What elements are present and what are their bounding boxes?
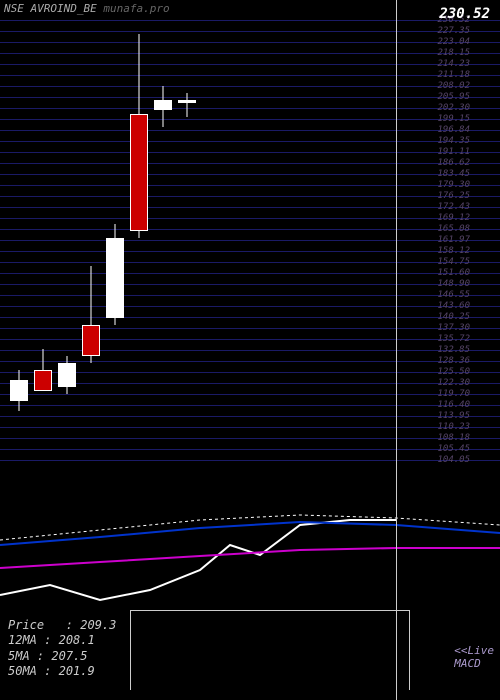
candle (106, 20, 124, 460)
scale-label: 154.75 (437, 257, 470, 267)
candlestick-chart: 230.52227.35223.04218.15214.23211.18208.… (0, 20, 500, 460)
candle (82, 20, 100, 460)
scale-label: 161.97 (437, 235, 470, 245)
candle (130, 20, 148, 460)
scale-label: 148.90 (437, 279, 470, 289)
scale-label: 208.02 (437, 81, 470, 91)
scale-label: 104.05 (437, 455, 470, 465)
scale-label: 128.36 (437, 356, 470, 366)
ma12-row: 12MA : 208.1 (8, 633, 116, 649)
candle (10, 20, 28, 460)
scale-label: 151.60 (437, 268, 470, 278)
grid-hline (0, 460, 500, 461)
scale-label: 132.85 (437, 345, 470, 355)
scale-label: 202.30 (437, 103, 470, 113)
chart-header: NSE AVROIND_BE munafa.pro (4, 2, 170, 15)
legend-macd: MACD (454, 657, 494, 670)
scale-label: 119.70 (437, 389, 470, 399)
macd-frame (130, 610, 410, 690)
ma5-row: 5MA : 207.5 (8, 649, 116, 665)
scale-label: 110.23 (437, 422, 470, 432)
indicator-price (0, 520, 396, 600)
info-box: Price : 209.3 12MA : 208.1 5MA : 207.5 5… (8, 618, 116, 680)
scale-label: 125.50 (437, 367, 470, 377)
source-label: munafa.pro (103, 2, 169, 15)
scale-label: 183.45 (437, 169, 470, 179)
candle (178, 20, 196, 460)
scale-label: 214.23 (437, 59, 470, 69)
legend-right: <<Live MACD (454, 644, 494, 670)
candle (34, 20, 52, 460)
legend-live: <<Live (454, 644, 494, 657)
candle (154, 20, 172, 460)
scale-label: 158.12 (437, 246, 470, 256)
scale-label: 179.30 (437, 180, 470, 190)
scale-label: 143.60 (437, 301, 470, 311)
cursor-vertical-line (396, 0, 397, 700)
scale-label: 122.30 (437, 378, 470, 388)
scale-label: 113.95 (437, 411, 470, 421)
scale-label: 116.40 (437, 400, 470, 410)
scale-label: 227.35 (437, 26, 470, 36)
scale-label: 194.35 (437, 136, 470, 146)
scale-label: 105.45 (437, 444, 470, 454)
ma50-row: 50MA : 201.9 (8, 664, 116, 680)
scale-label: 172.43 (437, 202, 470, 212)
scale-label: 165.08 (437, 224, 470, 234)
scale-label: 108.18 (437, 433, 470, 443)
scale-label: 191.11 (437, 147, 470, 157)
scale-label: 169.12 (437, 213, 470, 223)
price-row: Price : 209.3 (8, 618, 116, 634)
indicator-ma50 (0, 548, 500, 568)
indicator-ema-fast (0, 515, 500, 540)
scale-label: 146.55 (437, 290, 470, 300)
scale-label: 211.18 (437, 70, 470, 80)
scale-label: 218.15 (437, 48, 470, 58)
candle (58, 20, 76, 460)
scale-label: 140.25 (437, 312, 470, 322)
scale-label: 176.25 (437, 191, 470, 201)
top-price-label: 230.52 (439, 6, 490, 22)
scale-label: 199.15 (437, 114, 470, 124)
scale-label: 223.04 (437, 37, 470, 47)
scale-label: 135.72 (437, 334, 470, 344)
scale-label: 186.62 (437, 158, 470, 168)
scale-label: 196.84 (437, 125, 470, 135)
ticker-label: NSE AVROIND_BE (4, 2, 97, 15)
scale-label: 137.30 (437, 323, 470, 333)
scale-label: 205.95 (437, 92, 470, 102)
indicator-ema-slow (0, 522, 500, 545)
